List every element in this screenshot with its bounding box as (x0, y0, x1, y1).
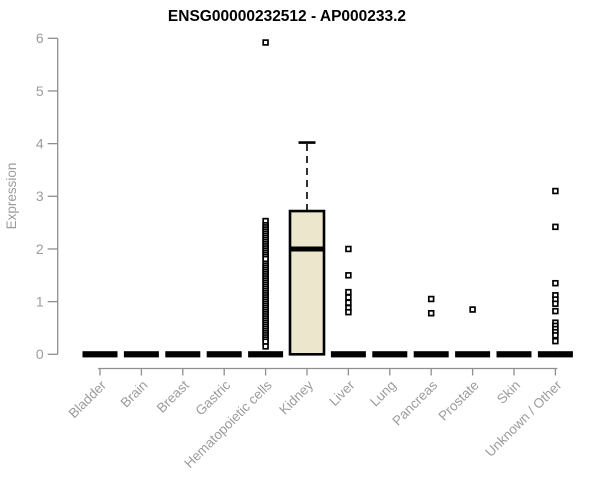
outlier-point (427, 295, 435, 303)
outlier-point (427, 309, 435, 317)
boxplot-series (82, 39, 573, 358)
outlier-point (552, 187, 559, 195)
collapsed-box (206, 351, 242, 358)
outlier-point (552, 307, 559, 315)
y-axis: 0 1 2 3 4 5 6 (36, 30, 59, 362)
boxplot-brain (123, 351, 159, 358)
outlier-point (262, 343, 269, 350)
outlier-point (345, 272, 352, 279)
boxplot-pancreas (413, 295, 449, 358)
y-tick-label: 3 (36, 188, 44, 204)
y-tick-label: 2 (36, 241, 44, 257)
x-category-label: Kidney (276, 377, 316, 417)
collapsed-box (248, 351, 284, 358)
boxplot-breast (165, 351, 201, 358)
chart-title: ENSG00000232512 - AP000233.2 (168, 8, 406, 25)
x-category-label: Unknown / Other (482, 377, 565, 460)
collapsed-box (82, 351, 118, 358)
collapsed-box (455, 351, 491, 358)
outlier-point (552, 300, 559, 307)
outlier-point (552, 223, 559, 231)
x-category-label: Breast (154, 377, 192, 415)
collapsed-box (330, 351, 366, 358)
y-tick-label: 5 (36, 83, 44, 99)
y-tick-label: 0 (36, 346, 44, 362)
collapsed-box (165, 351, 201, 358)
y-tick-label: 6 (36, 30, 44, 46)
x-category-label: Skin (494, 378, 523, 407)
collapsed-box (413, 351, 449, 358)
boxplot-lung (372, 351, 408, 358)
x-category-label: Lung (367, 378, 399, 410)
x-category-label: Brain (118, 378, 151, 411)
collapsed-box (496, 351, 532, 358)
boxplot-unknown-other (537, 187, 573, 358)
boxplot-kidney (288, 141, 326, 356)
outlier-point (345, 299, 352, 306)
x-category-label: Pancreas (389, 377, 440, 428)
y-tick-label: 1 (36, 294, 44, 310)
boxplot-hematopoietic-cells (248, 39, 284, 358)
collapsed-box (537, 351, 573, 358)
boxplot-liver (330, 245, 366, 358)
x-category-label: Prostate (436, 378, 482, 424)
outlier-point (345, 308, 352, 316)
x-category-label: Bladder (66, 377, 110, 421)
outlier-point (262, 39, 269, 46)
y-axis-label: Expression (4, 163, 19, 230)
outlier-point (552, 279, 559, 287)
outlier-point (345, 294, 352, 301)
collapsed-box (372, 351, 408, 358)
x-category-label: Gastric (192, 377, 233, 418)
box (288, 209, 326, 356)
boxplot-bladder (82, 351, 118, 358)
y-tick-label: 4 (36, 136, 44, 152)
outlier-point (469, 306, 476, 313)
outlier-point (345, 288, 352, 296)
outlier-point (345, 245, 352, 253)
boxplot-skin (496, 351, 532, 358)
outlier-point (552, 337, 559, 345)
boxplot-prostate (455, 306, 491, 358)
x-category-label: Liver (326, 377, 358, 409)
boxplot-gastric (206, 351, 242, 358)
outlier-point (552, 332, 559, 339)
collapsed-box (123, 351, 159, 358)
